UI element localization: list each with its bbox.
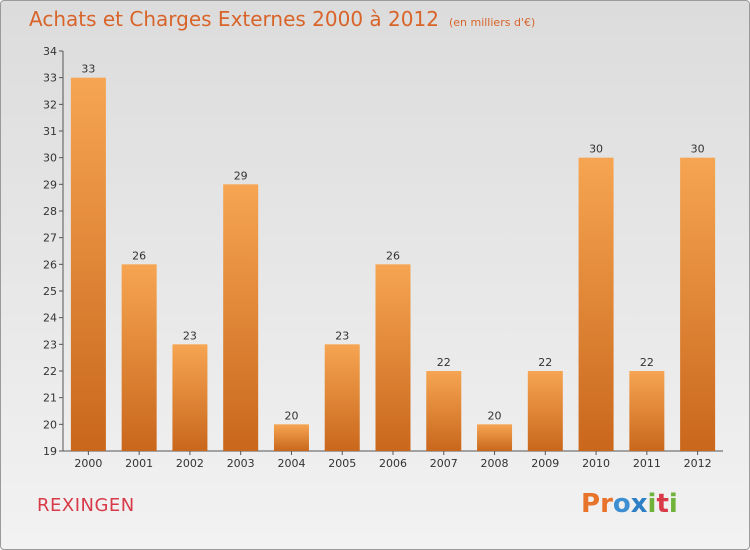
bar-2008: [477, 424, 513, 451]
data-label-2012: 30: [691, 143, 705, 156]
x-tick-label-2001: 2001: [125, 457, 153, 470]
data-label-2000: 33: [81, 63, 95, 76]
y-tick-label: 29: [43, 178, 57, 191]
bar-2000: [70, 77, 106, 452]
logo-letter: t: [656, 489, 669, 519]
bar-2002: [172, 344, 208, 451]
proxiti-logo[interactable]: Proxiti: [581, 489, 678, 519]
x-tick-label-2012: 2012: [684, 457, 712, 470]
y-tick-label: 31: [43, 125, 57, 138]
chart-title: Achats et Charges Externes 2000 à 2012 (e…: [29, 7, 535, 31]
logo-letter: i: [668, 489, 678, 519]
y-tick-label: 22: [43, 365, 57, 378]
x-tick-label-2005: 2005: [328, 457, 356, 470]
x-tick-label-2007: 2007: [430, 457, 458, 470]
bar-2011: [629, 371, 665, 451]
bar-2012: [680, 157, 716, 451]
data-label-2008: 20: [488, 409, 502, 422]
x-tick-label-2002: 2002: [176, 457, 204, 470]
data-label-2010: 30: [589, 143, 603, 156]
logo-letter: o: [612, 489, 631, 519]
chart-subtitle: (en milliers d'€): [448, 16, 536, 29]
x-tick-label-2011: 2011: [633, 457, 661, 470]
data-label-2003: 29: [234, 169, 248, 182]
data-label-2011: 22: [640, 356, 654, 369]
y-tick-label: 32: [43, 98, 57, 111]
y-tick-label: 24: [43, 312, 57, 325]
logo-letter: i: [647, 489, 657, 519]
data-label-2002: 23: [183, 329, 197, 342]
y-tick-label: 34: [43, 45, 57, 58]
bar-2007: [426, 371, 462, 451]
bar-2006: [375, 264, 411, 451]
commune-name: REXINGEN: [37, 495, 135, 516]
x-tick-label-2004: 2004: [277, 457, 305, 470]
bar-2010: [578, 157, 614, 451]
x-tick-label-2008: 2008: [481, 457, 509, 470]
y-tick-label: 27: [43, 232, 57, 245]
data-label-2001: 26: [132, 249, 146, 262]
x-tick-label-2009: 2009: [531, 457, 559, 470]
y-tick-label: 23: [43, 338, 57, 351]
x-tick-label-2010: 2010: [582, 457, 610, 470]
x-tick-label-2006: 2006: [379, 457, 407, 470]
y-tick-label: 21: [43, 392, 57, 405]
y-tick-label: 33: [43, 72, 57, 85]
bar-2003: [223, 184, 259, 452]
bar-2004: [273, 424, 309, 451]
logo-letter: x: [630, 489, 648, 519]
chart-title-text: Achats et Charges Externes 2000 à 2012: [29, 7, 439, 31]
data-label-2005: 23: [335, 329, 349, 342]
x-tick-label-2003: 2003: [227, 457, 255, 470]
x-tick-label-2000: 2000: [74, 457, 102, 470]
logo-letter: P: [581, 489, 601, 519]
bar-2009: [527, 371, 563, 451]
y-tick-label: 19: [43, 445, 57, 458]
y-tick-label: 30: [43, 152, 57, 165]
bar-2001: [121, 264, 157, 451]
y-tick-label: 25: [43, 285, 57, 298]
data-label-2007: 22: [437, 356, 451, 369]
data-label-2009: 22: [538, 356, 552, 369]
logo-letter: r: [600, 489, 613, 519]
y-tick-label: 28: [43, 205, 57, 218]
data-label-2004: 20: [284, 409, 298, 422]
data-label-2006: 26: [386, 249, 400, 262]
y-tick-label: 20: [43, 418, 57, 431]
bar-2005: [324, 344, 360, 451]
y-tick-label: 26: [43, 258, 57, 271]
